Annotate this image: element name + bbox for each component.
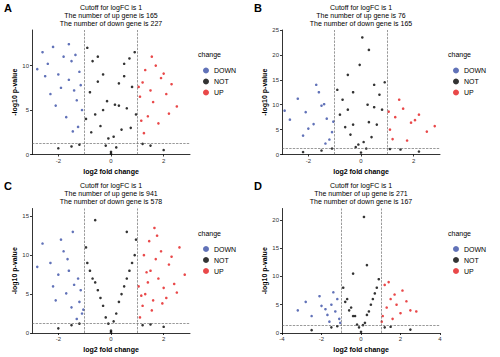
svg-text:The number of down gene is 227: The number of down gene is 227 [60,20,162,28]
svg-text:Cutoff for logFC is 1: Cutoff for logFC is 1 [80,182,142,190]
svg-text:B: B [254,2,262,14]
svg-text:5: 5 [276,127,280,133]
svg-text:-2: -2 [319,336,325,342]
svg-text:-log10 p-value: -log10 p-value [11,69,19,116]
svg-text:10: 10 [22,63,29,69]
svg-text:UP: UP [464,268,474,275]
svg-text:UP: UP [214,89,224,96]
svg-text:10: 10 [272,273,279,279]
svg-text:log2 fold change: log2 fold change [333,168,389,176]
svg-text:Cutoff for logFC is 1: Cutoff for logFC is 1 [330,182,392,190]
svg-text:0: 0 [109,336,113,342]
svg-text:10: 10 [272,102,279,108]
svg-text:0: 0 [276,152,280,158]
svg-text:DOWN: DOWN [464,67,486,74]
svg-text:D: D [254,180,262,192]
svg-text:-4: -4 [279,336,285,342]
svg-text:-2: -2 [56,336,62,342]
svg-text:log2 fold change: log2 fold change [83,168,139,176]
svg-text:change: change [198,51,221,59]
svg-text:The number of up gene is 941: The number of up gene is 941 [64,190,158,198]
svg-text:The number of up gene is 165: The number of up gene is 165 [64,12,158,20]
svg-text:25: 25 [272,27,279,33]
svg-text:NOT: NOT [214,78,230,85]
svg-text:DOWN: DOWN [214,67,236,74]
svg-text:20: 20 [272,52,279,58]
svg-text:0: 0 [26,330,30,336]
svg-text:15: 15 [22,213,29,219]
svg-text:log2 fold change: log2 fold change [83,346,139,354]
svg-text:DOWN: DOWN [464,246,486,253]
svg-text:The number of up gene is 76: The number of up gene is 76 [316,12,406,20]
svg-text:2: 2 [162,158,166,164]
svg-text:15: 15 [272,245,279,251]
svg-text:UP: UP [464,89,474,96]
svg-text:5: 5 [276,302,280,308]
svg-text:0: 0 [109,158,113,164]
svg-text:0: 0 [26,152,30,158]
svg-text:-log10 p-value: -log10 p-value [261,247,269,294]
svg-text:The number of up gene is 271: The number of up gene is 271 [314,190,408,198]
svg-text:2: 2 [399,336,403,342]
svg-text:-2: -2 [306,158,312,164]
svg-text:Cutoff for logFC is 1: Cutoff for logFC is 1 [80,4,142,12]
svg-text:-log10 p-value: -log10 p-value [261,69,269,116]
svg-text:The number of down gene is 167: The number of down gene is 167 [310,198,412,206]
svg-text:change: change [448,51,471,59]
svg-text:4: 4 [438,336,442,342]
svg-text:NOT: NOT [214,257,230,264]
svg-text:-log10 p-value: -log10 p-value [11,247,19,294]
svg-text:A: A [4,2,12,14]
svg-text:UP: UP [214,268,224,275]
svg-text:Cutoff for logFC is 1: Cutoff for logFC is 1 [330,4,392,12]
svg-text:change: change [198,230,221,238]
svg-text:5: 5 [26,107,30,113]
svg-text:The number of down gene is 578: The number of down gene is 578 [60,198,162,206]
svg-text:The number of down gene is 165: The number of down gene is 165 [310,20,412,28]
svg-text:5: 5 [26,291,30,297]
svg-text:NOT: NOT [464,78,480,85]
svg-text:2: 2 [412,158,416,164]
svg-text:DOWN: DOWN [214,246,236,253]
svg-text:2: 2 [162,336,166,342]
svg-text:C: C [4,180,12,192]
svg-text:0: 0 [359,336,363,342]
svg-text:20: 20 [272,217,279,223]
svg-text:log2 fold change: log2 fold change [333,346,389,354]
svg-text:0: 0 [275,330,279,336]
svg-text:0: 0 [359,158,363,164]
svg-text:10: 10 [22,252,29,258]
svg-text:change: change [448,230,471,238]
svg-text:15: 15 [272,77,279,83]
svg-text:NOT: NOT [464,257,480,264]
svg-text:-2: -2 [56,158,62,164]
